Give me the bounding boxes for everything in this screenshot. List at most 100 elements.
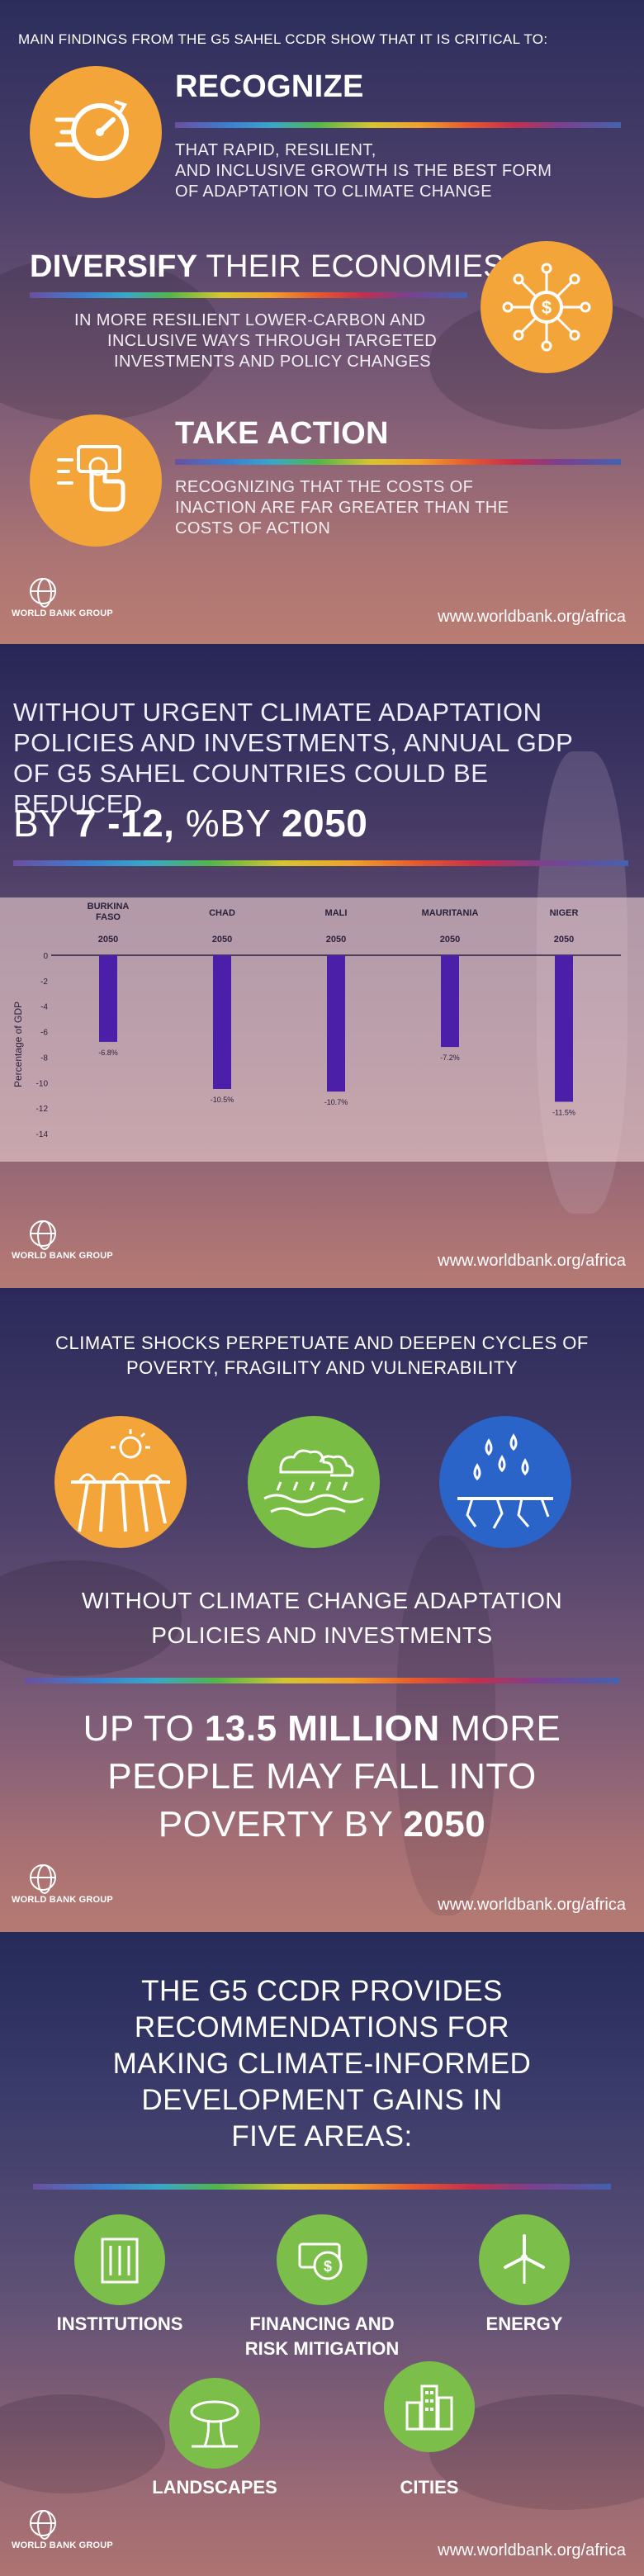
year-label: 2050: [212, 935, 232, 945]
poverty-line-2: PEOPLE MAY FALL INTO: [107, 1756, 537, 1797]
poverty-line-1: UP TO 13.5 MILLION MORE: [25, 1705, 619, 1753]
bar: [99, 955, 117, 1042]
shocks-headline: CLIMATE SHOCKS PERPETUATE AND DEEPEN CYC…: [25, 1331, 619, 1380]
gdp-chart-svg: Percentage of GDP 0 -2 -4 -6 -8 -10 -12 -14 BURKI…: [12, 902, 621, 1139]
diversify-title-rest: THEIR ECONOMIES: [197, 249, 504, 284]
big-stat-part: BY: [13, 802, 75, 845]
big-stat-part: MORE: [439, 1708, 561, 1749]
recognize-text: THAT RAPID, RESILIENT, AND INCLUSIVE GRO…: [175, 140, 552, 202]
area-cities: CITIES: [347, 2361, 512, 2500]
y-tick-label: -4: [40, 1003, 48, 1012]
big-stat-range: 7 -12,: [74, 802, 186, 845]
y-axis-label: Percentage of GDP: [12, 1002, 24, 1087]
svg-text:$: $: [542, 297, 552, 318]
recognize-line: OF ADAPTATION TO CLIMATE CHANGE: [175, 182, 492, 201]
recognize-line: AND INCLUSIVE GROWTH IS THE BEST FORM: [175, 162, 552, 180]
take-action-line: INACTION ARE FAR GREATER THAN THE: [175, 499, 509, 517]
gdp-headline-line: POLICIES AND INVESTMENTS, ANNUAL GDP: [13, 728, 574, 757]
y-tick-label: 0: [43, 952, 48, 961]
big-stat-number: 13.5 MILLION: [204, 1708, 440, 1749]
logo-text: WORLD BANK GROUP: [12, 608, 113, 618]
gdp-headline-line: OF G5 SAHEL COUNTRIES COULD BE REDUCED: [13, 759, 489, 818]
y-tick-label: -10: [36, 1079, 49, 1088]
building-icon: [74, 2214, 165, 2305]
drought-icon: [54, 1416, 187, 1548]
area-institutions: INSTITUTIONS: [33, 2214, 206, 2337]
value-label: -10.7%: [324, 1098, 348, 1106]
footer-link[interactable]: www.worldbank.org/africa: [438, 608, 626, 626]
rainbow-divider: [33, 2184, 611, 2190]
value-label: -6.8%: [98, 1049, 118, 1057]
diversify-line: IN MORE RESILIENT LOWER-CARBON AND: [74, 311, 426, 329]
money-icon: $: [277, 2214, 367, 2305]
globe-icon: [30, 2510, 56, 2540]
adaptation-line: POLICIES AND INVESTMENTS: [151, 1622, 493, 1648]
dollar-network-icon: $: [481, 241, 613, 373]
shocks-line: POVERTY, FRAGILITY AND VULNERABILITY: [125, 1357, 519, 1378]
big-stat-part: UP TO: [83, 1708, 205, 1749]
bar: [555, 955, 573, 1102]
diversify-text: IN MORE RESILIENT LOWER-CARBON AND INCLU…: [74, 310, 437, 372]
year-label: 2050: [326, 935, 346, 945]
intro-text: MAIN FINDINGS FROM THE G5 SAHEL CCDR SHO…: [18, 31, 548, 47]
area-landscapes: LANDSCAPES: [132, 2378, 297, 2500]
poverty-big-stat: UP TO 13.5 MILLION MORE PEOPLE MAY FALL …: [25, 1705, 619, 1849]
footer-link[interactable]: www.worldbank.org/africa: [438, 1252, 626, 1270]
bar: [327, 955, 345, 1092]
speedometer-icon: [30, 66, 162, 198]
logo-text: WORLD BANK GROUP: [12, 1251, 113, 1261]
city-icon: [384, 2361, 475, 2452]
gdp-headline-line: WITHOUT URGENT CLIMATE ADAPTATION: [13, 698, 542, 727]
area-label: ENERGY: [485, 2313, 563, 2334]
tree-silhouette: [0, 1560, 182, 1676]
rainbow-divider: [25, 1678, 619, 1683]
footer-link[interactable]: www.worldbank.org/africa: [438, 1896, 626, 1914]
world-bank-logo: WORLD BANK GROUP: [12, 1220, 144, 1262]
year-label: 2050: [440, 935, 460, 945]
ccdr-line: MAKING CLIMATE-INFORMED: [112, 2048, 532, 2080]
year-label: 2050: [98, 935, 118, 945]
ccdr-headline: THE G5 CCDR PROVIDES RECOMMENDATIONS FOR…: [33, 1973, 611, 2155]
diversify-title: DIVERSIFY THEIR ECONOMIES: [30, 249, 504, 285]
rainbow-divider: [13, 860, 628, 866]
person-silhouette: [396, 1536, 495, 1915]
area-label: LANDSCAPES: [152, 2477, 277, 2498]
big-stat-part: %BY: [185, 802, 282, 845]
category-label: NIGER: [550, 908, 579, 918]
bar: [441, 955, 459, 1048]
y-tick-label: -8: [40, 1054, 48, 1063]
big-stat-year: 2050: [281, 802, 368, 845]
recognize-title: RECOGNIZE: [175, 69, 364, 104]
big-stat-part: POVERTY BY: [158, 1804, 404, 1844]
rain-cracked-soil-icon: [439, 1416, 571, 1548]
ground: [0, 1139, 644, 1288]
gdp-bar-chart: Percentage of GDP 0 -2 -4 -6 -8 -10 -12 -14 BURKI…: [0, 897, 644, 1162]
world-bank-logo: WORLD BANK GROUP: [12, 2510, 144, 2551]
logo-text: WORLD BANK GROUP: [12, 2540, 113, 2550]
globe-icon: [30, 578, 56, 608]
year-label: 2050: [554, 935, 574, 945]
ccdr-line: THE G5 CCDR PROVIDES: [141, 1975, 503, 2007]
category-label: MALI: [325, 908, 348, 918]
globe-icon: [30, 1864, 56, 1894]
footer-link[interactable]: www.worldbank.org/africa: [438, 2541, 626, 2559]
panel-poverty: CLIMATE SHOCKS PERPETUATE AND DEEPEN CYC…: [0, 1288, 644, 1932]
poverty-line-3: POVERTY BY 2050: [25, 1801, 619, 1849]
world-bank-logo: WORLD BANK GROUP: [12, 578, 144, 619]
diversify-line: INVESTMENTS AND POLICY CHANGES: [114, 353, 431, 371]
value-label: -7.2%: [440, 1054, 460, 1062]
area-label: INSTITUTIONS: [56, 2313, 183, 2334]
bar: [213, 955, 231, 1089]
hand-tap-icon: [30, 414, 162, 547]
gdp-big-stat: BY 7 -12, %BY 2050: [13, 801, 367, 845]
flood-icon: [248, 1416, 380, 1548]
diversify-line: INCLUSIVE WAYS THROUGH TARGETED: [107, 332, 438, 350]
ground: [0, 2427, 644, 2576]
panel-five-areas: THE G5 CCDR PROVIDES RECOMMENDATIONS FOR…: [0, 1932, 644, 2576]
shocks-line: CLIMATE SHOCKS PERPETUATE AND DEEPEN CYC…: [55, 1333, 589, 1353]
svg-text:$: $: [324, 2258, 332, 2275]
take-action-text: RECOGNIZING THAT THE COSTS OF INACTION A…: [175, 477, 509, 539]
adaptation-text: WITHOUT CLIMATE CHANGE ADAPTATION POLICI…: [25, 1584, 619, 1653]
world-bank-logo: WORLD BANK GROUP: [12, 1864, 144, 1906]
category-label: CHAD: [209, 908, 235, 918]
